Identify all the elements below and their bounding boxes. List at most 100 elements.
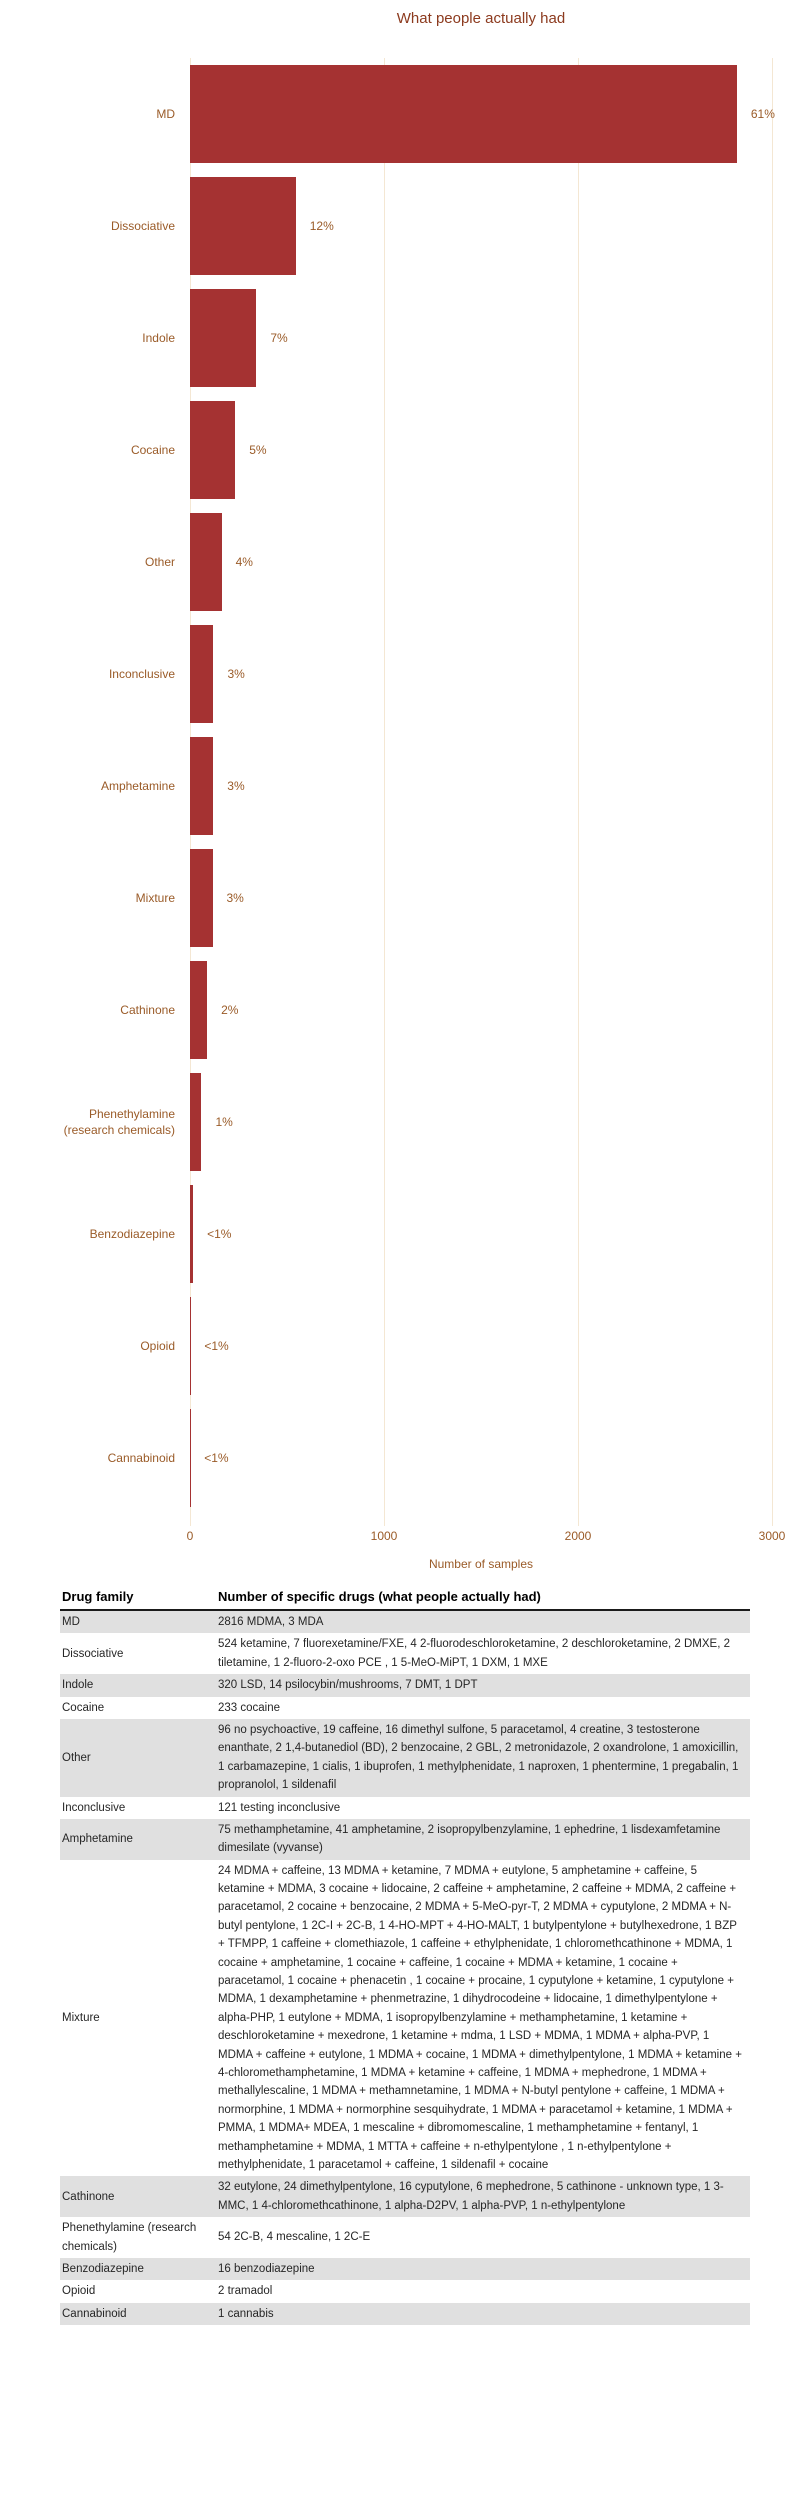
bar-chart: What people actually had MD 61% Dissociati… <box>64 10 786 1571</box>
x-axis-title: Number of samples <box>428 1557 534 1571</box>
bar <box>190 1073 202 1171</box>
bar-row: Phenethylamine (research chemicals) 1% <box>64 1066 772 1178</box>
percent-label: 1% <box>215 1115 233 1129</box>
bar-row: Other 4% <box>145 506 772 618</box>
percent-label: <1% <box>204 1451 229 1465</box>
table-row: MD 2816 MDMA, 3 MDA <box>60 1610 750 1634</box>
axis-tick-3000 <box>772 1514 773 1526</box>
cell-specific-drugs: 32 eutylone, 24 dimethylpentylone, 16 cy… <box>218 2181 724 2212</box>
category-label: Other <box>144 554 175 569</box>
cell-drug-family: Other <box>62 1751 91 1764</box>
table-header-row: Drug family Number of specific drugs (wh… <box>60 1585 750 1611</box>
cell-drug-family: Cannabinoid <box>62 2307 127 2320</box>
axis-tick-label-3000: 3000 <box>758 1529 786 1543</box>
bar-row: Amphetamine 3% <box>101 730 772 842</box>
category-label: Amphetamine <box>100 778 175 793</box>
axis-tick-2000 <box>578 1514 579 1526</box>
cell-specific-drugs: 320 LSD, 14 psilocybin/mushrooms, 7 DMT,… <box>218 1679 478 1692</box>
cell-specific-drugs: 2 tramadol <box>218 2285 273 2298</box>
percent-label: 3% <box>227 779 245 793</box>
cell-specific-drugs: 233 cocaine <box>218 1701 281 1714</box>
drug-family-table: Drug family Number of specific drugs (wh… <box>60 1585 750 2326</box>
category-label: Cannabinoid <box>107 1450 175 1465</box>
category-label: Cathinone <box>120 1002 175 1017</box>
gridline-3000 <box>772 58 773 1514</box>
category-label: Cocaine <box>130 442 175 457</box>
bar-row: Cocaine 5% <box>131 394 772 506</box>
gridline-1000 <box>384 58 385 1514</box>
percent-label: 5% <box>249 443 267 457</box>
header-drug-family: Drug family <box>60 1585 216 1611</box>
category-label: Dissociative <box>110 218 175 233</box>
bar <box>190 401 236 499</box>
table-header: Drug family Number of specific drugs (wh… <box>60 1585 750 1611</box>
table-row: Dissociative 524 ketamine, 7 fluorexetami… <box>60 1633 750 1674</box>
cell-drug-family: Amphetamine <box>62 1833 133 1846</box>
cell-drug-family: Mixture <box>62 2011 100 2024</box>
table-row: Inconclusive 121 testing inconclusive <box>60 1797 750 1819</box>
category-label: Indole <box>142 330 175 345</box>
percent-label: 3% <box>227 667 245 681</box>
cell-specific-drugs: 2816 MDMA, 3 MDA <box>218 1616 324 1628</box>
bar <box>190 849 213 947</box>
table-row: Indole 320 LSD, 14 psilocybin/mushrooms, … <box>60 1674 750 1697</box>
cell-drug-family: Indole <box>62 1679 94 1692</box>
table-row: Opioid 2 tramadol <box>60 2280 750 2302</box>
percent-label: 61% <box>750 107 775 121</box>
percent-label: <1% <box>204 1339 229 1353</box>
table-row: Phenethylamine (research chemicals) 54 2C… <box>60 2217 750 2258</box>
x-axis-ticks <box>190 1514 773 1526</box>
cell-drug-family: Cocaine <box>62 1701 105 1714</box>
cell-specific-drugs: 24 MDMA + caffeine, 13 MDMA + ketamine, … <box>218 1864 742 2171</box>
table-row: Cannabinoid 1 cannabis <box>60 2302 750 2326</box>
cell-specific-drugs: 96 no psychoactive, 19 caffeine, 16 dime… <box>218 1723 739 1792</box>
category-label: Opioid <box>140 1338 175 1353</box>
cell-drug-family: Opioid <box>62 2285 96 2298</box>
cell-specific-drugs: 54 2C-B, 4 mescaline, 1 2C-E <box>218 2231 371 2244</box>
bar-row: Opioid <1% <box>140 1290 772 1402</box>
header-specific-drugs: Number of specific drugs (what people ac… <box>216 1585 750 1611</box>
percent-label: 12% <box>309 219 334 233</box>
bar-row: Benzodiazepine <1% <box>90 1178 772 1290</box>
bar <box>190 961 208 1059</box>
table-row: Mixture 24 MDMA + caffeine, 13 MDMA + ket… <box>60 1860 750 2177</box>
bar-row: Cannabinoid <1% <box>108 1402 772 1514</box>
cell-specific-drugs: 1 cannabis <box>218 2307 274 2320</box>
percent-label: 2% <box>221 1003 239 1017</box>
bar-row: Indole 7% <box>142 282 772 394</box>
table-row: Cathinone 32 eutylone, 24 dimethylpentylo… <box>60 2176 750 2218</box>
bar-row: MD 61% <box>156 58 775 170</box>
bar <box>190 513 222 611</box>
axis-tick-1000 <box>384 1514 385 1526</box>
bar <box>190 65 737 163</box>
gridline-2000 <box>578 58 579 1514</box>
bar <box>190 289 257 387</box>
table-body: MD 2816 MDMA, 3 MDA Dissociative 524 ketami… <box>60 1610 750 2326</box>
table-row: Other 96 no psychoactive, 19 caffeine, 16… <box>60 1718 750 1797</box>
bar-row: Cathinone 2% <box>120 954 772 1066</box>
cell-drug-family: Dissociative <box>62 1647 124 1660</box>
category-label: Phenethylamine (research chemicals) <box>63 1106 175 1137</box>
axis-tick-0 <box>190 1514 191 1526</box>
percent-label: 4% <box>235 555 253 569</box>
cell-specific-drugs: 121 testing inconclusive <box>218 1801 341 1814</box>
bar-row: Mixture 3% <box>136 842 772 954</box>
cell-specific-drugs: 75 methamphetamine, 41 amphetamine, 2 is… <box>218 1823 721 1855</box>
category-label: Benzodiazepine <box>89 1226 175 1241</box>
percent-label: 3% <box>226 891 244 905</box>
bar-row: Dissociative 12% <box>111 170 772 282</box>
bar <box>190 625 214 723</box>
table-row: Amphetamine 75 methamphetamine, 41 amphet… <box>60 1818 750 1860</box>
bar <box>190 177 296 275</box>
percent-label: 7% <box>270 331 288 345</box>
cell-drug-family: Benzodiazepine <box>62 2262 144 2275</box>
bar <box>190 1185 194 1283</box>
cell-drug-family: Inconclusive <box>62 1801 126 1814</box>
bar <box>190 737 214 835</box>
axis-tick-label-2000: 2000 <box>564 1529 592 1543</box>
bar-row: Inconclusive 3% <box>109 618 772 730</box>
cell-specific-drugs: 16 benzodiazepine <box>218 2262 315 2275</box>
category-label: Inconclusive <box>108 666 175 681</box>
percent-label: <1% <box>207 1227 232 1241</box>
